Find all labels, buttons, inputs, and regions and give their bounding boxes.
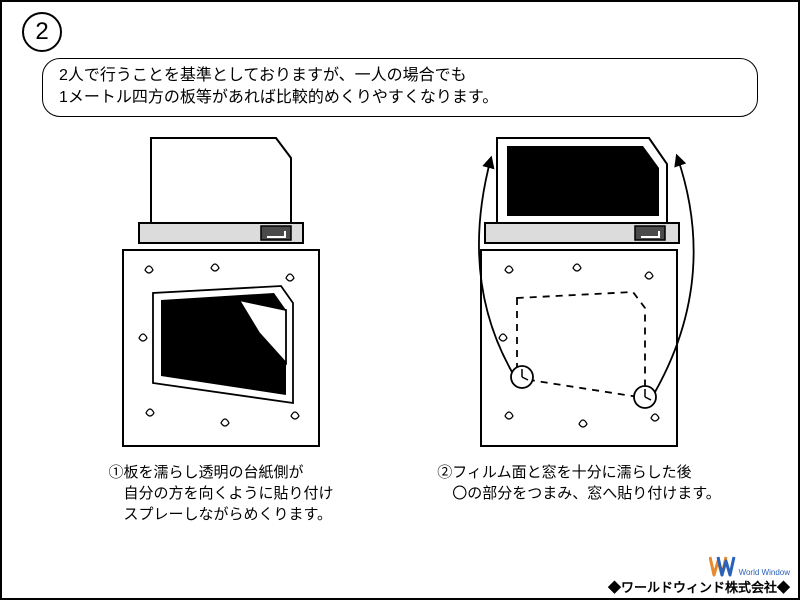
footer: World Window ◆ワールドウィンド株式会社◆ bbox=[608, 555, 790, 596]
caption-left: ①板を濡らし透明の台紙側が 自分の方を向くように貼り付け スプレーしながらめくり… bbox=[108, 462, 333, 525]
panel-left: ①板を濡らし透明の台紙側が 自分の方を向くように貼り付け スプレーしながらめくり… bbox=[61, 128, 381, 525]
company-name: ◆ワールドウィンド株式会社◆ bbox=[608, 577, 790, 596]
step-number-text: 2 bbox=[35, 18, 48, 46]
panel-right: ②フィルム面と窓を十分に濡らした後 〇の部分をつまみ、窓へ貼り付けます。 bbox=[419, 128, 739, 525]
brand-logo: World Window bbox=[709, 555, 790, 577]
step-number-badge: 2 bbox=[22, 12, 62, 52]
note-line-2: 1メートル四方の板等があれば比較的めくりやすくなります。 bbox=[59, 87, 741, 109]
caption-right: ②フィルム面と窓を十分に濡らした後 〇の部分をつまみ、窓へ貼り付けます。 bbox=[437, 462, 721, 504]
brand-text: World Window bbox=[739, 568, 790, 577]
diagram-left bbox=[61, 128, 381, 458]
instruction-note: 2人で行うことを基準としておりますが、一人の場合でも 1メートル四方の板等があれ… bbox=[42, 58, 758, 117]
note-line-1: 2人で行うことを基準としておりますが、一人の場合でも bbox=[59, 65, 741, 87]
diagram-right bbox=[419, 128, 739, 458]
diagram-panels: ①板を濡らし透明の台紙側が 自分の方を向くように貼り付け スプレーしながらめくり… bbox=[2, 128, 798, 525]
